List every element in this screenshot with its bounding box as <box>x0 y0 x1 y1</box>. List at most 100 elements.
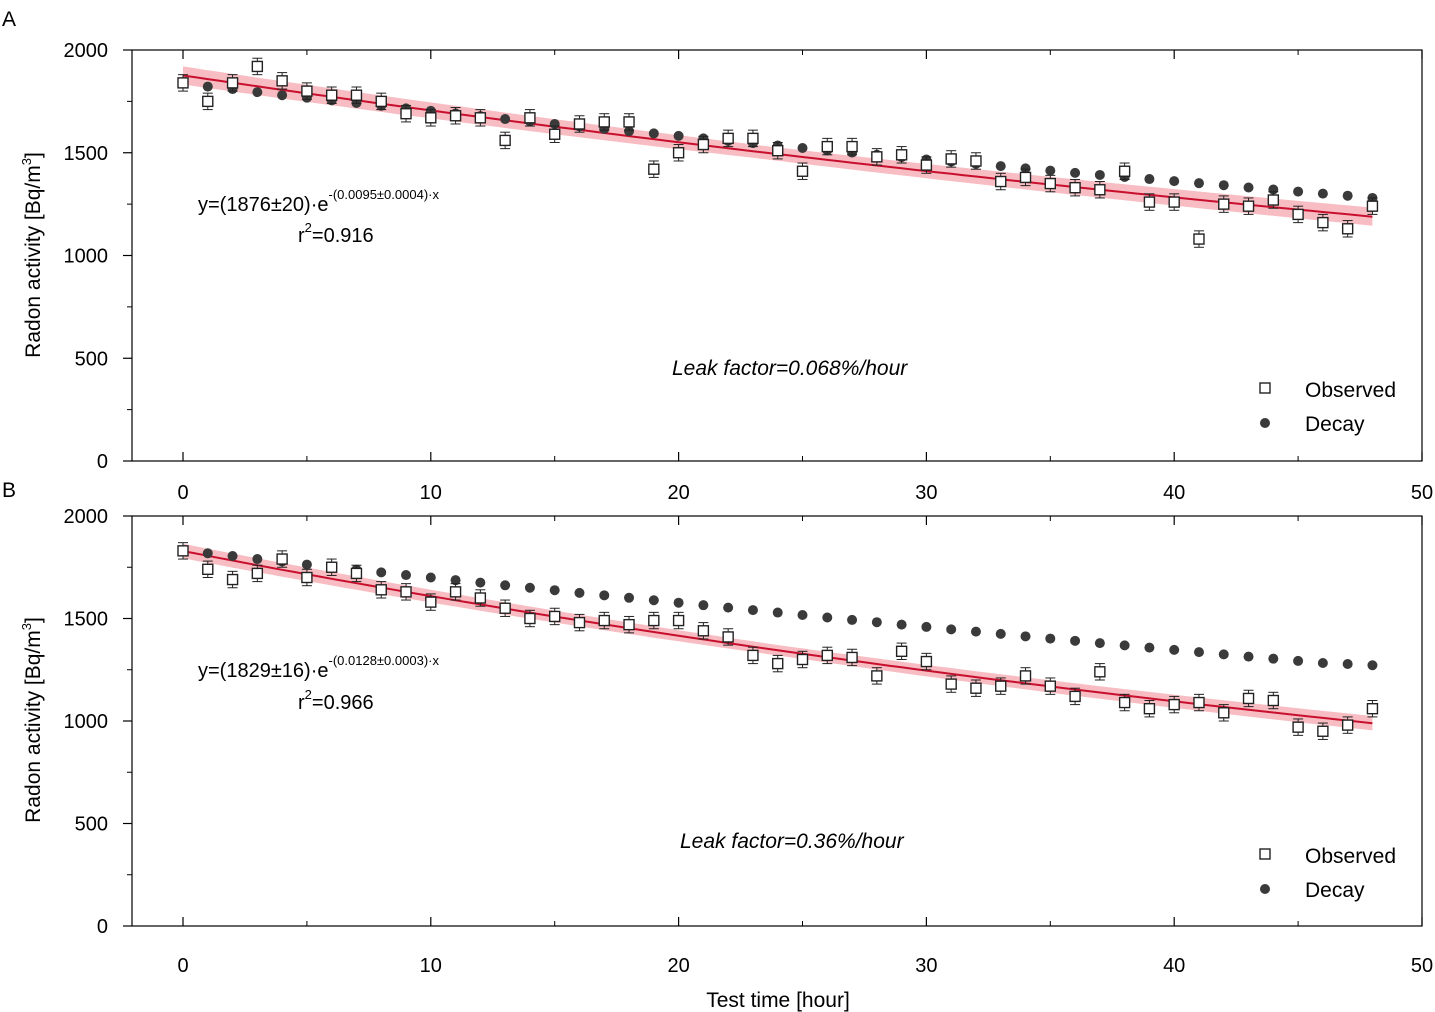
observed-point <box>474 592 487 604</box>
decay-point <box>1243 651 1254 662</box>
panel-a-fit-equation: y=(1876±20)·e-(0.0095±0.0004)·x <box>198 187 439 216</box>
legend-observed-marker <box>1259 382 1271 394</box>
panel-a-plot-frame <box>131 49 1423 462</box>
decay-point <box>1094 638 1105 649</box>
y-tick-label: 1500 <box>64 143 109 165</box>
observed-point <box>251 60 264 73</box>
decay-point <box>946 624 957 635</box>
panel-a: A 0 10 20 30 40 50 0 500 1000 1500 2000 Radon act… <box>2 8 1433 504</box>
decay-point <box>970 626 981 637</box>
observed-point <box>895 149 908 161</box>
decay-point <box>896 619 907 630</box>
decay-point <box>1119 640 1130 651</box>
observed-point <box>623 116 635 128</box>
observed-point <box>573 118 586 130</box>
observed-point <box>1118 696 1131 709</box>
decay-point <box>301 559 312 570</box>
decay-point <box>252 87 263 98</box>
observed-point <box>1242 692 1255 705</box>
y-tick-label: 500 <box>75 814 108 836</box>
legend-observed-label: Observed <box>1305 845 1396 868</box>
observed-point <box>796 653 809 666</box>
decay-point <box>624 592 635 603</box>
decay-point <box>500 114 511 125</box>
decay-point <box>995 628 1006 639</box>
observed-point <box>672 614 685 627</box>
decay-point <box>1193 178 1204 189</box>
y-tick-label: 1500 <box>64 609 109 631</box>
observed-point <box>648 614 660 627</box>
panel-b-x-axis-label: Test time [hour] <box>706 989 850 1012</box>
decay-point <box>871 617 882 628</box>
observed-point <box>796 165 809 177</box>
observed-point <box>895 645 908 657</box>
panel-b-leak-factor: Leak factor=0.36%/hour <box>680 830 905 853</box>
panel-a-observed-series <box>177 57 1379 248</box>
decay-point <box>1193 647 1204 658</box>
decay-point <box>1342 659 1353 670</box>
decay-point <box>847 614 858 625</box>
observed-point <box>747 649 759 662</box>
x-tick-label: 20 <box>667 482 689 504</box>
decay-point <box>673 597 684 608</box>
decay-point <box>1144 642 1155 653</box>
decay-point <box>574 587 585 598</box>
decay-point <box>425 572 436 583</box>
observed-point <box>251 567 264 580</box>
decay-point <box>1045 165 1056 176</box>
panel-a-leak-factor: Leak factor=0.068%/hour <box>672 357 908 380</box>
panel-a-ticks <box>123 49 1423 462</box>
x-tick-label: 40 <box>1163 482 1185 504</box>
decay-point <box>1020 631 1031 642</box>
x-tick-label: 30 <box>915 482 937 504</box>
observed-point <box>1317 725 1329 737</box>
observed-point <box>1094 666 1106 678</box>
panel-a-letter: A <box>2 8 16 31</box>
observed-point <box>1341 223 1354 235</box>
decay-point <box>1268 653 1279 664</box>
observed-point <box>226 573 239 586</box>
x-tick-label: 50 <box>1411 955 1433 977</box>
decay-point <box>822 612 833 623</box>
observed-point <box>697 138 710 151</box>
panel-b-r-squared: r2=0.966 <box>298 687 374 714</box>
observed-point <box>1143 703 1156 715</box>
panel-a-r-squared: r2=0.916 <box>298 220 374 247</box>
x-tick-label: 0 <box>177 955 188 977</box>
panel-b-y-tick-labels: 0 500 1000 1500 2000 <box>64 506 109 938</box>
observed-point <box>474 112 487 124</box>
observed-point <box>449 110 462 122</box>
decay-point <box>524 582 535 593</box>
x-tick-label: 30 <box>915 955 937 977</box>
observed-point <box>177 545 189 557</box>
decay-point <box>772 607 783 618</box>
panel-a-legend: Observed Decay <box>1259 379 1396 436</box>
decay-point <box>747 605 758 616</box>
observed-point <box>325 561 338 573</box>
decay-point <box>1218 649 1229 660</box>
observed-point <box>301 571 313 584</box>
panel-b-letter: B <box>2 479 16 502</box>
panel-b-y-axis-label: Radon activity [Bq/m3] <box>19 617 45 823</box>
observed-point <box>1218 707 1230 719</box>
observed-point <box>846 651 858 664</box>
panel-b-ticks <box>123 515 1423 927</box>
observed-point <box>375 584 387 596</box>
observed-point <box>1168 698 1180 711</box>
observed-point <box>747 132 759 145</box>
decay-point <box>1169 176 1180 187</box>
decay-point <box>277 90 288 101</box>
observed-point <box>400 586 412 598</box>
observed-point <box>1193 233 1205 245</box>
observed-point <box>1019 670 1032 682</box>
decay-point <box>1293 655 1304 666</box>
observed-point <box>1094 184 1106 196</box>
decay-point <box>1169 644 1180 655</box>
observed-point <box>970 682 982 694</box>
observed-point <box>276 75 288 87</box>
observed-point <box>499 602 511 614</box>
decay-point <box>252 554 263 565</box>
decay-point <box>648 595 659 606</box>
